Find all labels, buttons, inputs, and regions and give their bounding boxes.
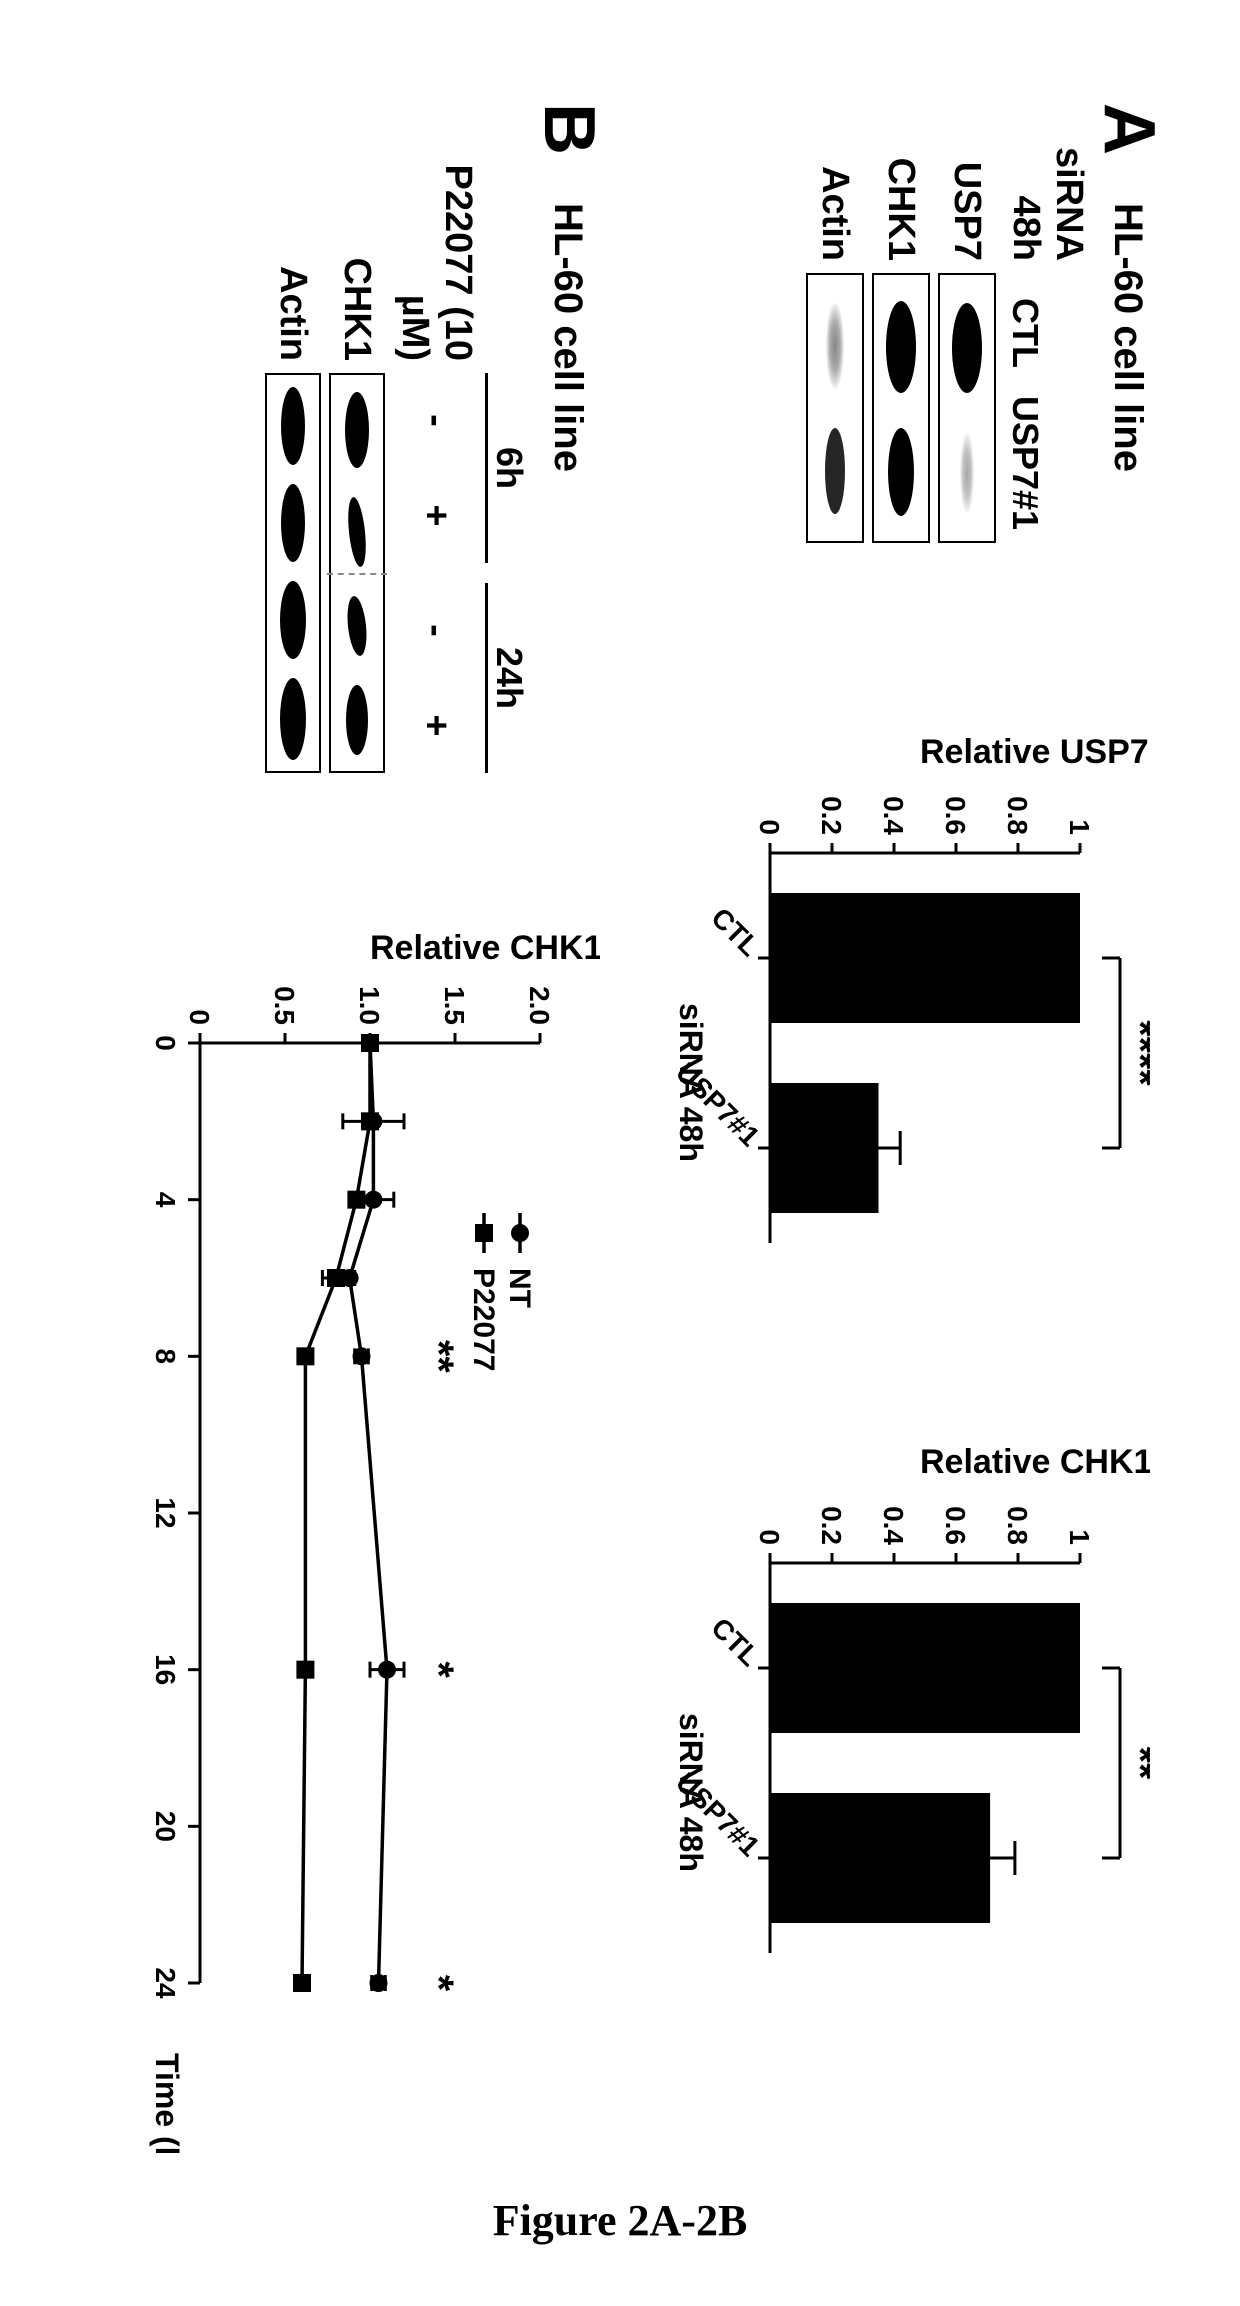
bc1-yticks: 0 0.2 0.4 0.6 0.8 1 [754,796,1095,853]
blot-row-chk1: CHK1 [880,103,923,273]
svg-text:1.0: 1.0 [354,986,385,1025]
svg-text:0: 0 [754,1529,785,1545]
legend-p22077: P22077 [467,1268,500,1371]
blot-col-ctl: CTL [1004,273,1046,393]
svg-text:0.6: 0.6 [940,1506,971,1545]
svg-text:0: 0 [754,819,785,835]
svg-text:1: 1 [1064,819,1095,835]
svg-text:8: 8 [150,1349,181,1365]
panel-b-blots: 6h 24h P22077 (10 µM) - + - + CHK1 [257,103,530,823]
svg-text:*: * [415,1661,462,1678]
panel-b-letter: B [528,103,610,155]
figure-caption: Figure 2A-2B [0,2195,1240,2246]
panel-a-barchart-chk1: Relative CHK1 level 0 0.2 0.4 0.6 0.8 1 … [670,1433,1150,2073]
lc-legend: NT P22077 [467,1213,536,1371]
svg-text:0: 0 [184,1009,215,1025]
figure-rotated-container: A HL-60 cell line siRNA 48h CTL USP7#1 U… [70,103,1170,2203]
svg-text:**: ** [415,1340,462,1373]
lc-xticks: 0 4 8 12 16 20 24 [150,1035,200,1999]
svg-text:20: 20 [150,1811,181,1842]
bc2-sig: ** [1117,1747,1150,1780]
svg-text:12: 12 [150,1497,181,1528]
panel-a-blots: siRNA 48h CTL USP7#1 USP7 CHK1 [798,103,1090,643]
svg-text:4: 4 [150,1192,181,1208]
cond-2: - [415,583,458,678]
cond-1: + [415,468,458,563]
svg-text:1.5: 1.5 [439,986,470,1025]
blot-box-chk1 [872,273,930,543]
svg-text:*: * [415,1975,462,1992]
svg-text:0.4: 0.4 [878,796,909,835]
timept-24h: 24h [485,583,530,773]
blot-header-label: siRNA 48h [1004,103,1090,273]
lc-sig: **** [415,1340,462,1992]
svg-text:0.2: 0.2 [816,796,847,835]
blot-box-usp7 [938,273,996,543]
bc1-bar-ctl [770,893,1080,1023]
panel-a-barchart-usp7: Relative USP7 level 0 0.2 0.4 0.6 0.8 1 [670,723,1150,1363]
panel-a: A HL-60 cell line siRNA 48h CTL USP7#1 U… [650,103,1170,2203]
svg-text:24: 24 [150,1967,181,1999]
panel-a-letter: A [1088,103,1170,155]
svg-text:CTL: CTL [705,1612,765,1672]
legend-nt: NT [503,1268,536,1308]
bc2-bar-ctl [770,1603,1080,1733]
panel-b: B HL-60 cell line 6h 24h P22077 (10 µM) … [90,103,610,2203]
blot-box-actin [806,273,864,543]
blot-col-usp7: USP7#1 [1004,393,1046,533]
bc1-ylabel: Relative USP7 level [920,733,1150,771]
bc1-bar-usp7 [770,1083,879,1213]
bc1-sig: **** [1117,1020,1150,1086]
lc-series-p22077 [293,1034,379,1992]
pb-box-actin [265,373,321,773]
panel-b-title: HL-60 cell line [545,203,590,472]
svg-text:0: 0 [150,1035,181,1051]
bc2-xlabel: siRNA 48h [673,1713,709,1872]
panel-b-linechart: Relative CHK1 level 0 0.5 1.0 1.5 2.0 0 4… [100,923,600,2153]
blot-row-actin: Actin [814,103,857,273]
timept-6h: 6h [485,373,530,563]
pb-row-chk1: CHK1 [336,103,379,373]
bc1-xlabel: siRNA 48h [673,1003,709,1162]
lc-series-nt [341,1034,404,1992]
svg-text:0.8: 0.8 [1002,796,1033,835]
treatment-label: P22077 (10 µM) [393,103,479,373]
blot-row-usp7: USP7 [946,103,989,273]
cond-3: + [415,678,458,773]
svg-text:0.4: 0.4 [878,1506,909,1545]
cond-0: - [415,373,458,468]
bc2-bar-usp7 [770,1793,990,1923]
svg-text:0.2: 0.2 [816,1506,847,1545]
svg-text:CTL: CTL [705,902,765,962]
svg-text:0.8: 0.8 [1002,1506,1033,1545]
svg-text:2.0: 2.0 [524,986,555,1025]
lc-xlabel: Time (h) [149,2053,185,2153]
bc2-yticks: 0 0.2 0.4 0.6 0.8 1 [754,1506,1095,1563]
pb-box-chk1 [329,373,385,773]
pb-row-actin: Actin [272,103,315,373]
panel-a-title: HL-60 cell line [1105,203,1150,472]
svg-text:16: 16 [150,1654,181,1685]
bc2-ylabel: Relative CHK1 level [920,1443,1150,1481]
svg-text:0.6: 0.6 [940,796,971,835]
lc-ylabel: Relative CHK1 level [370,929,600,967]
svg-text:0.5: 0.5 [269,986,300,1025]
svg-text:1: 1 [1064,1529,1095,1545]
